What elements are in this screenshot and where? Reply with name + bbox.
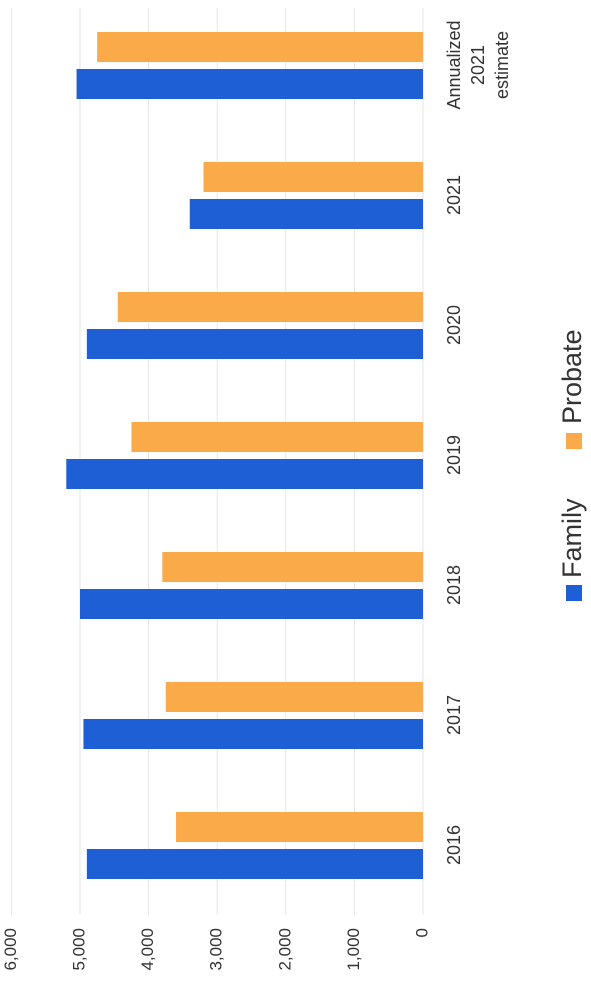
bar-probate [97, 32, 424, 62]
category-label: 2017 [444, 695, 464, 735]
bars [66, 32, 424, 879]
value-tick-label: 4,000 [138, 928, 157, 971]
bar-probate [162, 552, 423, 582]
bar-family [83, 719, 424, 749]
value-tick-label: 1,000 [344, 928, 363, 971]
category-label: 2021 [468, 45, 488, 85]
value-tick-label: 3,000 [207, 928, 226, 971]
bar-probate [131, 422, 423, 452]
legend-label-family: Family [557, 498, 587, 578]
category-label: 2018 [444, 565, 464, 605]
bar-probate [117, 292, 423, 322]
bar-family [76, 69, 423, 99]
bar-family [189, 199, 423, 229]
category-label: estimate [492, 31, 512, 99]
legend-label-probate: Probate [557, 329, 587, 424]
bar-family [86, 329, 424, 359]
legend-swatch-probate [566, 433, 582, 449]
legend: Family Probate [557, 329, 587, 601]
value-tick-label: 2,000 [275, 928, 294, 971]
value-tick-label: 0 [412, 928, 431, 937]
category-label: 2021 [444, 175, 464, 215]
value-tick-label: 6,000 [1, 928, 20, 971]
category-label: 2016 [444, 825, 464, 865]
category-label: 2019 [444, 435, 464, 475]
bar-probate [203, 162, 423, 192]
value-axis-ticks: 0 1,000 2,000 3,000 4,000 5,000 6,000 [1, 928, 432, 971]
legend-swatch-family [566, 585, 582, 601]
category-label: Annualized [444, 20, 464, 109]
bar-family [66, 459, 423, 489]
bar-probate [165, 682, 423, 712]
category-label: 2020 [444, 305, 464, 345]
bar-family [86, 849, 424, 879]
bar-probate [176, 812, 423, 842]
value-tick-label: 5,000 [69, 928, 88, 971]
bar-family [80, 589, 423, 619]
